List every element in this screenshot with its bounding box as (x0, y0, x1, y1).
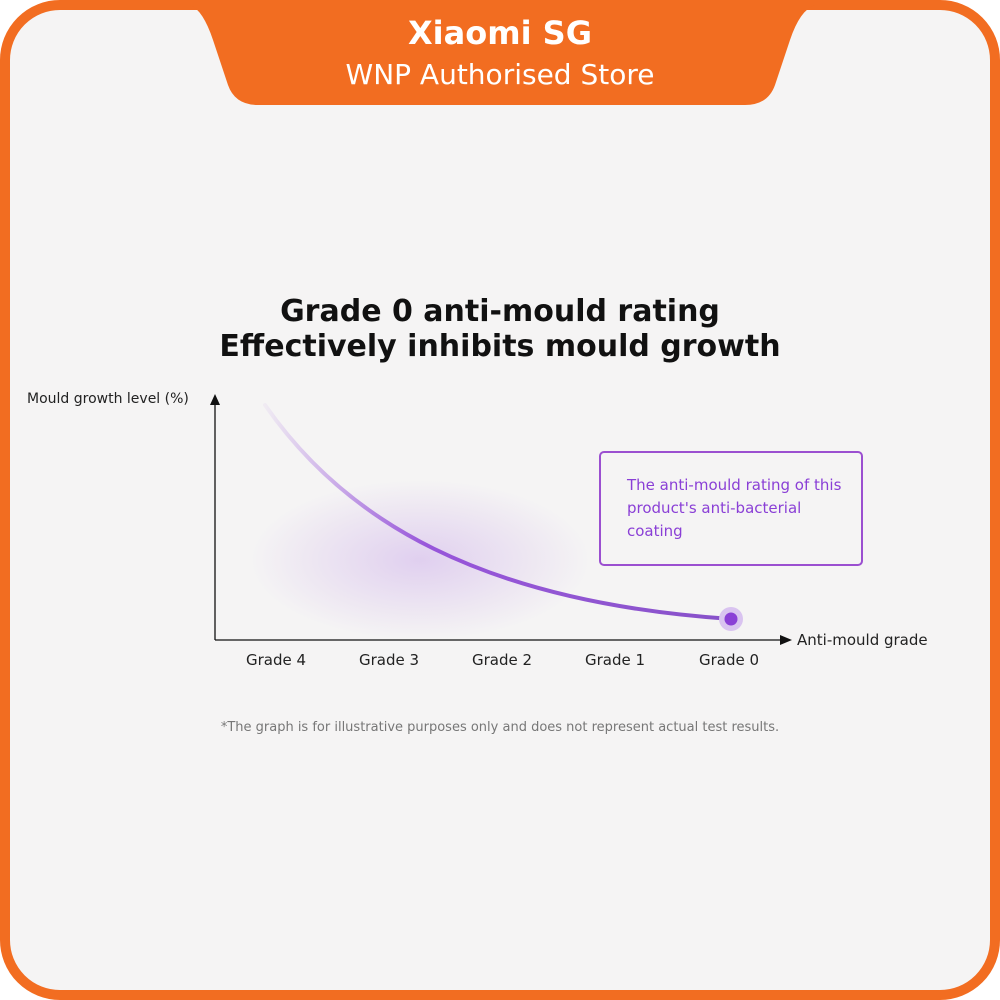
x-axis-arrow (780, 635, 792, 645)
heading-line: Effectively inhibits mould growth (219, 329, 781, 364)
y-axis-label: Mould growth level (%) (27, 391, 189, 407)
point (724, 612, 738, 626)
curve-glow (250, 480, 590, 640)
category-label: Grade 3 (358, 651, 420, 669)
callout-text: The anti-mould rating of this product's … (627, 476, 842, 540)
category-label: Grade 1 (584, 651, 646, 669)
footnote: *The graph is for illustrative purposes … (220, 720, 780, 735)
y-axis-arrow (210, 394, 220, 405)
callout-box (599, 451, 863, 566)
category-label: Grade 4 (245, 651, 307, 669)
heading-line: Grade 0 anti-mould rating (280, 294, 720, 329)
category-label: Grade 0 (698, 651, 760, 669)
banner-subtitle: WNP Authorised Store (345, 58, 655, 91)
banner-tab (190, 5, 815, 105)
x-axis-label: Anti-mould grade (797, 631, 928, 649)
banner-title: Xiaomi SG (408, 14, 592, 52)
curve (263, 403, 733, 621)
category-label: Grade 2 (471, 651, 533, 669)
